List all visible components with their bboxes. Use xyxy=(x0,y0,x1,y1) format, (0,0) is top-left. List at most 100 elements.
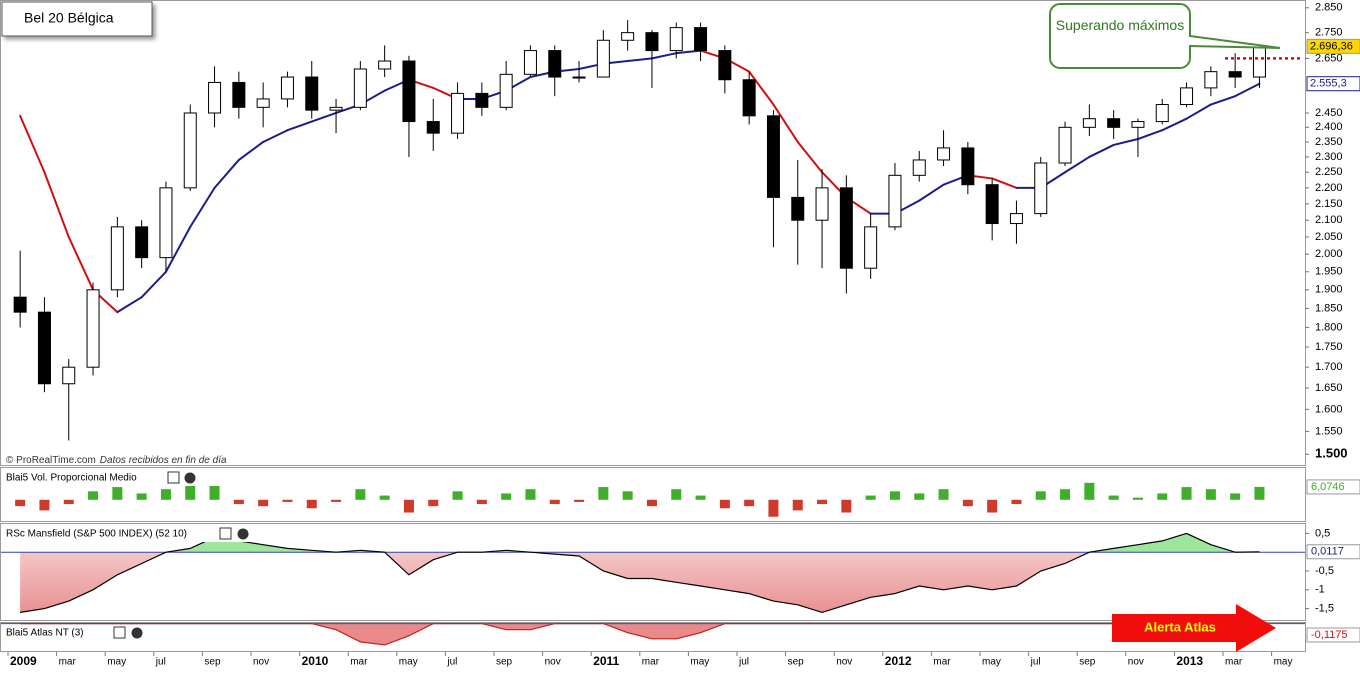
volume-bar xyxy=(1181,487,1192,500)
y-tick-label: 1.500 xyxy=(1315,446,1348,461)
y-tick-label: 2.200 xyxy=(1315,182,1343,194)
x-tick-label: sep xyxy=(204,657,221,668)
moving-average xyxy=(67,235,95,291)
x-tick-label: nov xyxy=(1128,657,1144,668)
window-icon[interactable] xyxy=(113,626,126,639)
candle-body xyxy=(718,50,732,81)
candle-body xyxy=(13,296,27,313)
y-tick-label: 1.950 xyxy=(1315,266,1343,278)
y-tick-label: 2.750 xyxy=(1315,27,1343,39)
volume-bar xyxy=(39,499,50,511)
volume-bar xyxy=(865,495,876,500)
volume-bar xyxy=(428,499,439,507)
moving-average xyxy=(19,114,46,174)
value-box xyxy=(1306,627,1360,643)
candle-body xyxy=(961,147,975,186)
moving-average xyxy=(991,177,1018,189)
volume-bar xyxy=(574,499,585,502)
x-tick-label: nov xyxy=(836,657,852,668)
volume-bar xyxy=(768,499,779,517)
candle-body xyxy=(596,39,610,78)
x-tick-label: nov xyxy=(545,657,561,668)
volume-bar xyxy=(841,499,852,513)
value-label: 2.696,36 xyxy=(1310,40,1353,52)
value-label: 0,0117 xyxy=(1311,546,1344,558)
x-tick-label: may xyxy=(690,657,709,668)
candle-body xyxy=(694,27,708,52)
rsc-panel xyxy=(0,523,1306,621)
y-tick-label: 0,5 xyxy=(1315,527,1330,539)
candle-body xyxy=(1155,104,1169,123)
value-box xyxy=(1306,38,1360,54)
volume-bar xyxy=(403,499,414,513)
x-tick-label: may xyxy=(982,657,1001,668)
value-label: 2.555,3 xyxy=(1310,78,1347,90)
x-tick-label: mar xyxy=(933,657,951,668)
candle-body xyxy=(742,79,756,117)
candle-body xyxy=(572,76,586,79)
rsc-title: RSc Mansfield (S&P 500 INDEX) (52 10) xyxy=(6,529,187,540)
credit-text: © ProRealTime.com xyxy=(6,455,96,466)
candle-body xyxy=(426,121,440,134)
volume-bar xyxy=(817,499,828,505)
volume-bar xyxy=(306,499,317,509)
moving-average xyxy=(1209,95,1237,106)
x-tick-label: mar xyxy=(59,657,77,668)
volume-bar xyxy=(987,499,998,513)
candle-body xyxy=(888,174,902,228)
candle-body xyxy=(451,92,465,134)
moving-average xyxy=(796,140,824,174)
candle-body xyxy=(62,366,76,385)
value-box xyxy=(1306,479,1360,495)
atlas-area xyxy=(20,623,1260,645)
moving-average xyxy=(1064,155,1091,174)
x-tick-label: may xyxy=(399,657,418,668)
window-icon[interactable] xyxy=(219,527,232,540)
y-tick-label: 2.850 xyxy=(1315,2,1343,14)
volume-bar xyxy=(282,499,293,502)
rsc-area xyxy=(20,533,1260,613)
credit-note: Datos recibidos en fin de día xyxy=(100,455,227,466)
candle-body xyxy=(86,289,100,368)
candle-body xyxy=(183,112,197,189)
y-tick-label: 2.000 xyxy=(1315,248,1343,260)
moving-average xyxy=(772,103,799,143)
moving-average xyxy=(1136,129,1164,141)
x-tick-label: 2010 xyxy=(302,654,329,668)
volume-bar xyxy=(88,491,99,500)
volume-bar xyxy=(622,491,633,500)
volume-bar xyxy=(63,499,74,505)
atlas-header: Blai5 Atlas NT (3) xyxy=(3,625,148,641)
y-tick-label: 1.600 xyxy=(1315,403,1343,415)
x-tick-label: may xyxy=(107,657,126,668)
volume-title: Blai5 Vol. Proporcional Medio xyxy=(6,473,137,484)
moving-average xyxy=(650,52,678,60)
y-tick-label: 2.300 xyxy=(1315,151,1343,163)
y-tick-label: 1.900 xyxy=(1315,284,1343,296)
candle-body xyxy=(37,311,51,385)
volume-bar xyxy=(1205,489,1216,500)
y-tick-label: 2.100 xyxy=(1315,214,1343,226)
volume-bar xyxy=(914,493,925,500)
y-tick-label: 2.350 xyxy=(1315,136,1343,148)
candle-body xyxy=(912,159,926,176)
moving-average xyxy=(189,186,216,228)
close-icon[interactable] xyxy=(131,627,143,639)
window-icon[interactable] xyxy=(167,471,180,484)
value-box xyxy=(1306,76,1360,92)
alert-text: Alerta Atlas xyxy=(1144,619,1216,634)
value-label: -0,1175 xyxy=(1311,629,1348,641)
close-icon[interactable] xyxy=(184,472,196,484)
volume-bar xyxy=(209,478,220,500)
chart-title: Bel 20 Bélgica xyxy=(24,10,114,26)
close-icon[interactable] xyxy=(237,528,249,540)
volume-bar xyxy=(379,495,390,500)
x-tick-label: 2012 xyxy=(885,654,912,668)
volume-bar xyxy=(185,482,196,500)
candle-body xyxy=(645,32,659,52)
volume-bar xyxy=(889,491,900,500)
volume-bar xyxy=(962,499,973,507)
moving-average xyxy=(1234,82,1261,98)
volume-bar xyxy=(792,499,803,511)
candle-body xyxy=(475,92,489,108)
